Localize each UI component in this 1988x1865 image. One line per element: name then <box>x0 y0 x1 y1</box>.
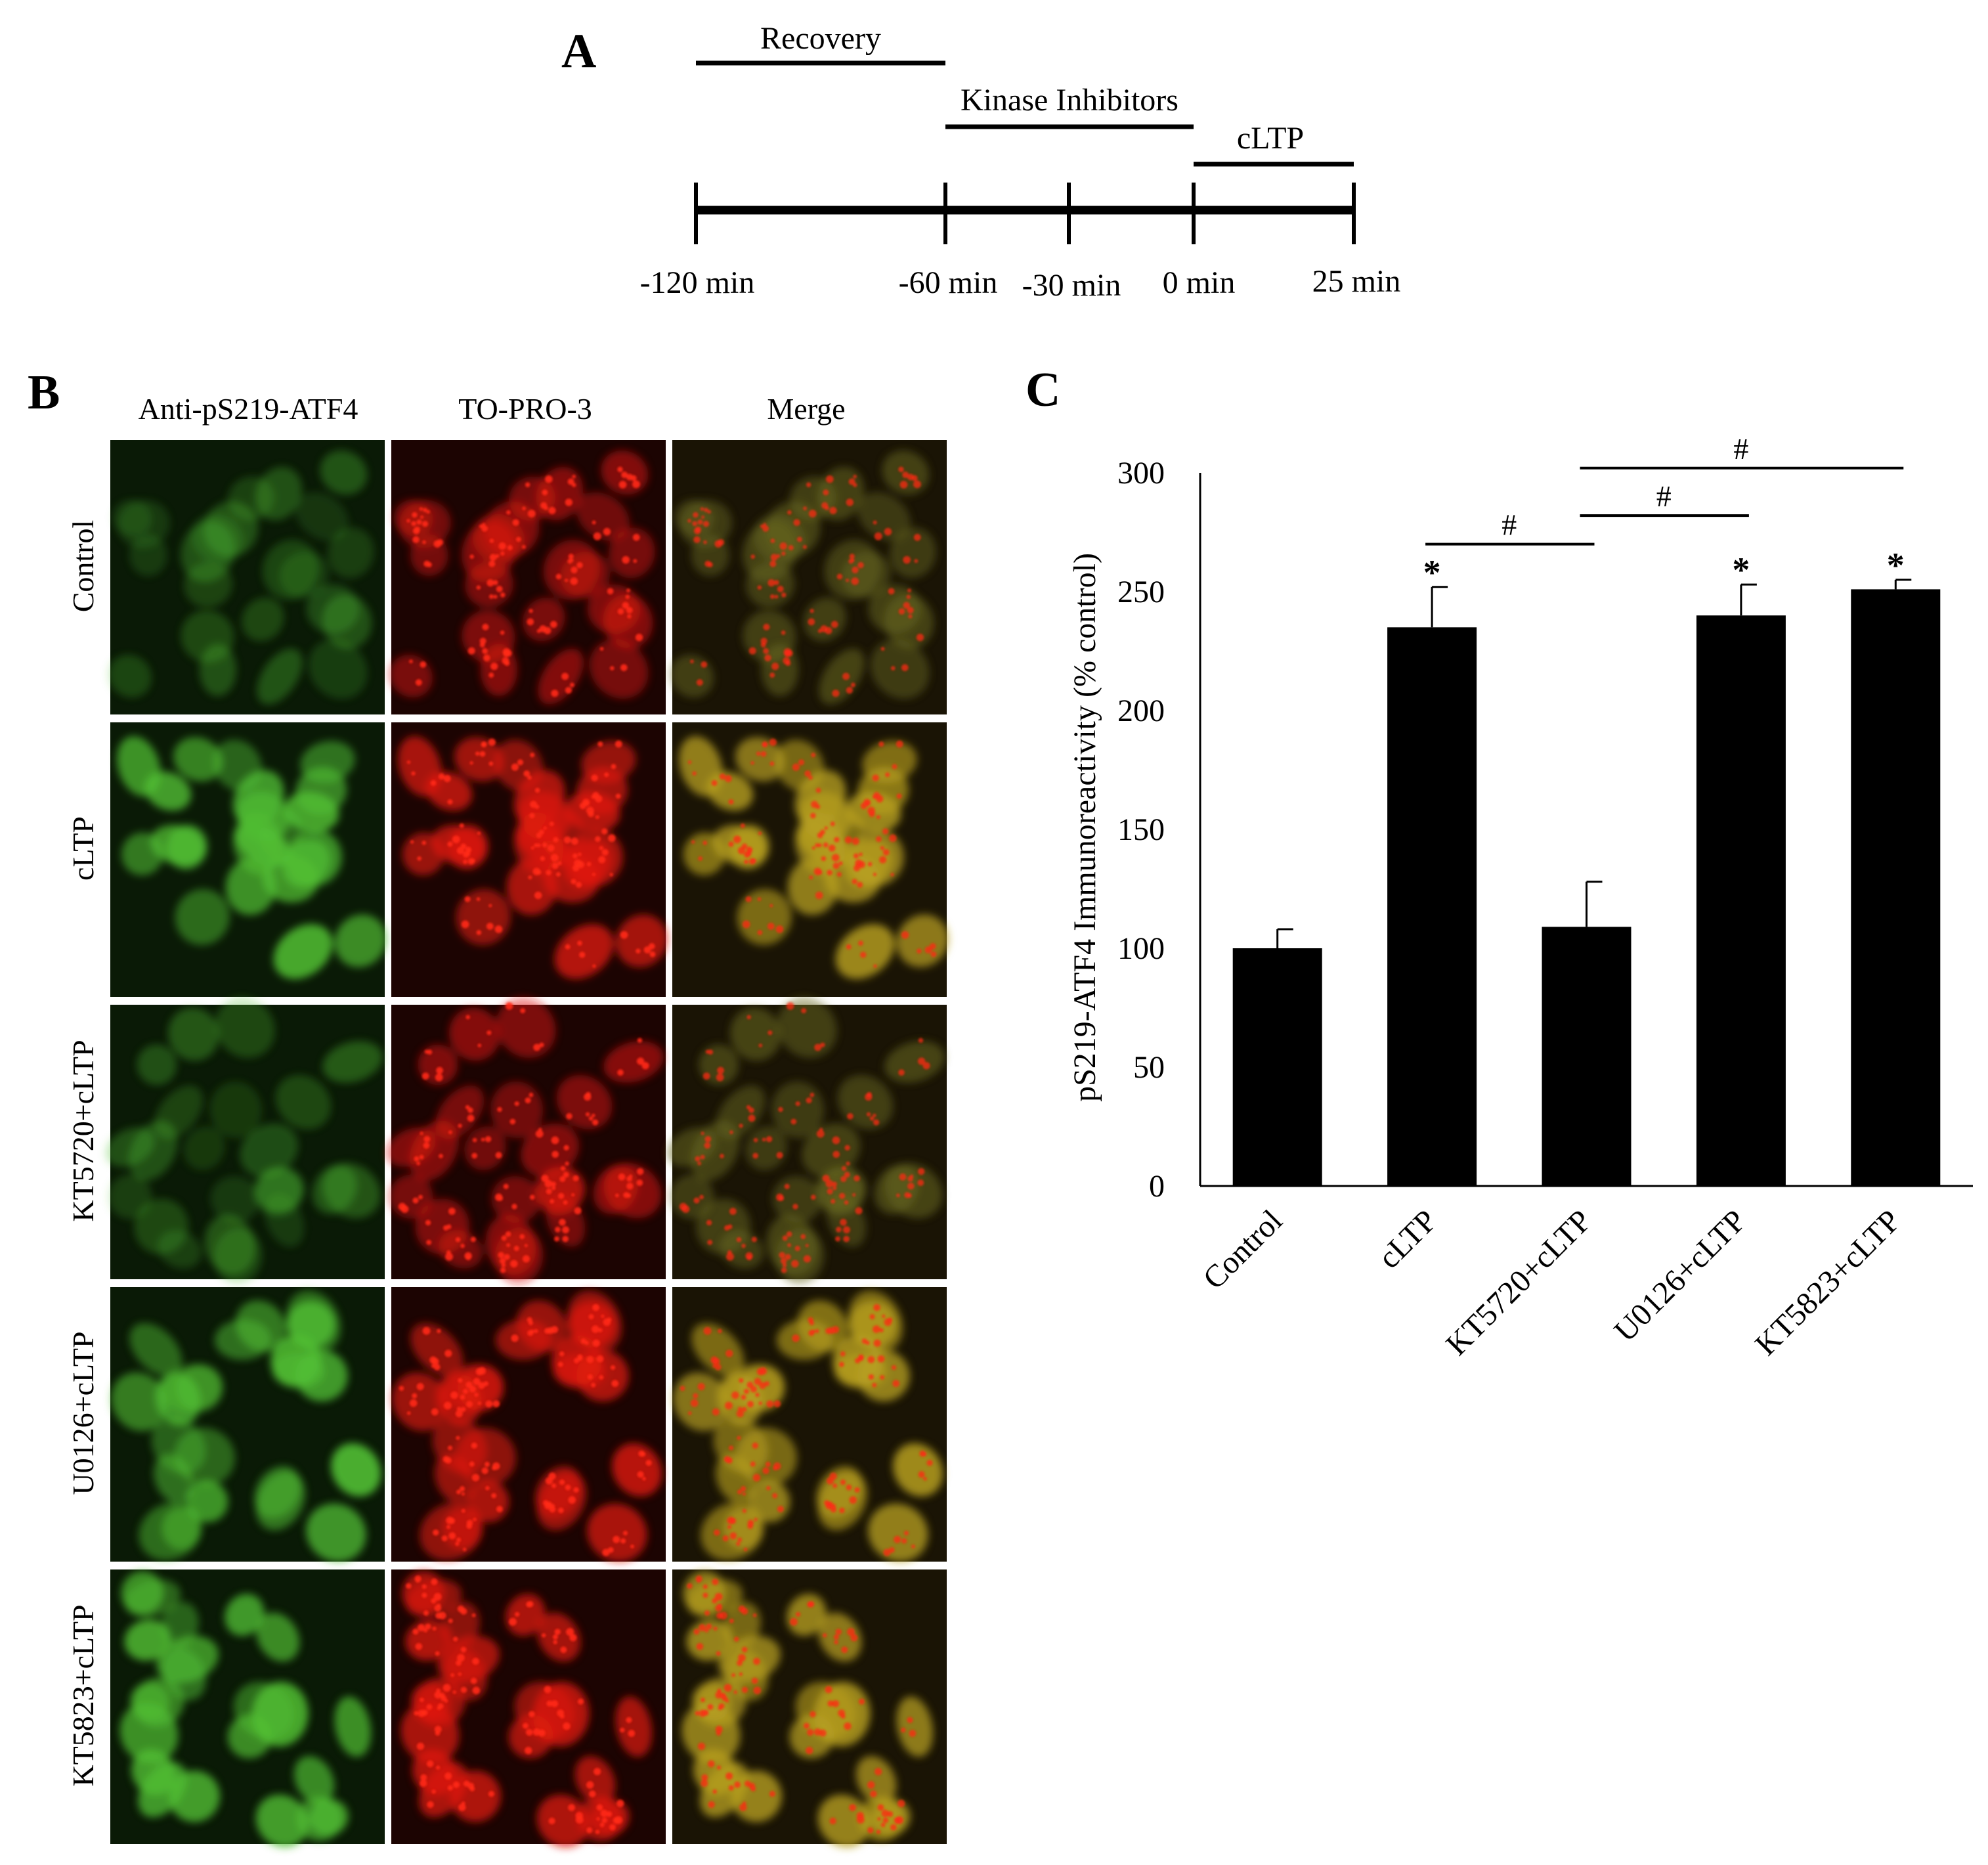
micrograph-tile <box>110 722 387 997</box>
timepoint-label: -60 min <box>899 265 998 300</box>
y-tick-label: 50 <box>1133 1050 1165 1085</box>
micrograph-tile <box>672 1287 947 1562</box>
micrograph-tile <box>391 1287 666 1562</box>
micrograph-tile <box>667 997 947 1284</box>
micrograph-tile <box>391 1569 666 1848</box>
micrograph-tile <box>672 722 949 997</box>
significance-star: * <box>1423 553 1441 592</box>
comparison-label: # <box>1502 508 1517 542</box>
x-tick-label: KT5720+cLTP <box>1439 1203 1598 1362</box>
significance-star: * <box>1887 546 1905 585</box>
x-tick-label: cLTP <box>1372 1203 1444 1275</box>
panel-b: B Anti-pS219-ATF4 TO-PRO-3 Merge Control… <box>28 366 949 1848</box>
bar <box>1387 627 1477 1186</box>
bar <box>1232 948 1322 1186</box>
y-tick-label: 150 <box>1117 812 1165 847</box>
row-label-control: Control <box>66 520 100 613</box>
x-tick-label: KT5823+cLTP <box>1748 1203 1907 1362</box>
y-tick-label: 200 <box>1117 693 1165 728</box>
bar <box>1851 589 1941 1186</box>
micrograph-tile <box>391 722 668 997</box>
row-label-kt5823-cltp: KT5823+cLTP <box>66 1604 100 1786</box>
recovery-phase-label: Recovery <box>760 21 881 56</box>
comparison-label: # <box>1733 432 1748 466</box>
column-header-anti-ps219-atf4: Anti-pS219-ATF4 <box>139 392 358 426</box>
y-tick-label: 300 <box>1117 456 1165 491</box>
micrograph-tile <box>386 997 666 1284</box>
panel-c-letter: C <box>1026 363 1060 417</box>
row-label-kt5720-cltp: KT5720+cLTP <box>66 1040 100 1221</box>
y-tick-label: 250 <box>1117 575 1165 609</box>
micrograph-tile <box>110 1287 385 1562</box>
column-header-merge: Merge <box>767 392 845 426</box>
y-axis-label: pS219-ATF4 Immunoreactivity (% control) <box>1068 553 1102 1102</box>
row-label-u0126-cltp: U0126+cLTP <box>66 1331 100 1495</box>
bar <box>1542 927 1631 1186</box>
panel-b-letter: B <box>28 366 60 420</box>
kinase-inhibitors-phase-label: Kinase Inhibitors <box>961 83 1178 118</box>
y-tick-label: 100 <box>1117 931 1165 966</box>
timepoint-label: 25 min <box>1312 264 1401 299</box>
panel-a-letter: A <box>561 24 596 78</box>
micrograph-tile <box>105 997 385 1284</box>
micrograph-tile <box>670 440 947 714</box>
row-label-cltp: cLTP <box>66 816 100 881</box>
timepoint-label: 0 min <box>1163 265 1236 300</box>
micrograph-tile <box>672 1569 947 1848</box>
bar-chart: 0 50 100 150 200 250 300 Control * cLTPKT5720+cLT… <box>1117 432 1973 1362</box>
micrograph-tile <box>110 1569 385 1848</box>
micrograph-grid <box>105 440 949 1848</box>
comparison-label: # <box>1656 479 1672 513</box>
x-tick-label: U0126+cLTP <box>1607 1203 1752 1348</box>
y-tick-label: 0 <box>1149 1169 1165 1204</box>
micrograph-tile <box>108 440 385 714</box>
bar <box>1696 615 1786 1186</box>
panel-c: C pS219-ATF4 Immunoreactivity (% control… <box>1026 363 1973 1362</box>
column-header-to-pro-3: TO-PRO-3 <box>458 392 592 426</box>
x-tick-label: Control <box>1196 1203 1289 1296</box>
timepoint-label: -120 min <box>640 265 755 300</box>
panel-a: A Recovery Kinase Inhibitors cLTP -120 m… <box>561 21 1400 303</box>
micrograph-tile <box>389 440 666 714</box>
cltp-phase-label: cLTP <box>1237 121 1304 156</box>
timepoint-label: -30 min <box>1022 268 1121 303</box>
significance-star: * <box>1732 550 1750 590</box>
